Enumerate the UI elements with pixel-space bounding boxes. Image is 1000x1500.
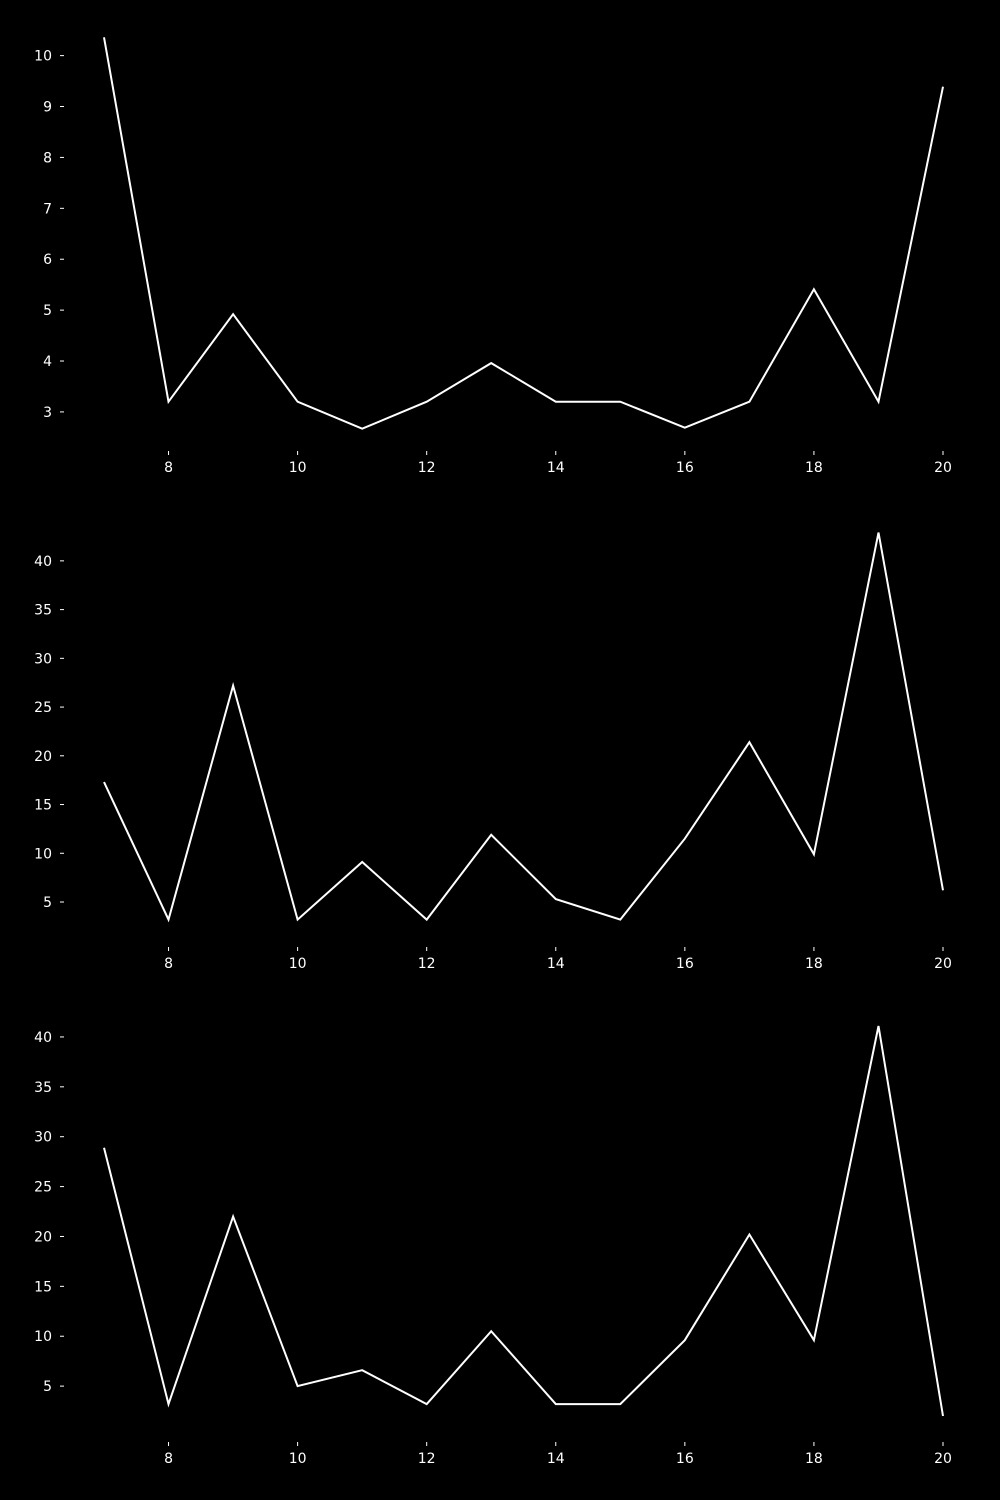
- x-axis: 8 10 12 14 16 18 20: [164, 1442, 952, 1467]
- y-tick-label: 10: [34, 49, 52, 65]
- y-tick-label: 4: [43, 354, 52, 370]
- y-tick-label: 40: [34, 1030, 52, 1046]
- y-tick-label: 15: [34, 1279, 52, 1295]
- x-tick-label: 14: [547, 460, 565, 476]
- y-tick-label: 20: [34, 1229, 52, 1245]
- x-tick-label: 8: [164, 956, 173, 972]
- x-tick-label: 8: [164, 1451, 173, 1467]
- y-tick-label: 20: [34, 749, 52, 765]
- y-tick-label: 6: [43, 252, 52, 268]
- subplot-2: 5 10 15 20 25 30 35 40 8 10 12 14 16 18 20: [34, 532, 952, 972]
- y-tick-label: 35: [34, 1080, 52, 1096]
- y-axis: 3 4 5 6 7 8 9 10: [34, 49, 64, 421]
- x-tick-label: 20: [934, 460, 952, 476]
- series-line: [103, 532, 944, 923]
- x-tick-label: 16: [676, 956, 694, 972]
- x-tick-label: 12: [418, 956, 436, 972]
- x-tick-label: 12: [418, 460, 436, 476]
- y-tick-label: 5: [43, 895, 52, 911]
- y-tick-label: 5: [43, 1379, 52, 1395]
- y-tick-label: 10: [34, 846, 52, 862]
- x-tick-label: 20: [934, 956, 952, 972]
- x-tick-label: 16: [676, 460, 694, 476]
- x-tick-label: 18: [805, 956, 823, 972]
- y-tick-label: 30: [34, 651, 52, 667]
- y-tick-label: 10: [34, 1329, 52, 1345]
- series-line: [103, 37, 944, 430]
- y-tick-label: 35: [34, 603, 52, 619]
- subplot-1: 3 4 5 6 7 8 9 10 8 10 12 14 16 18 20: [34, 37, 952, 476]
- x-tick-label: 12: [418, 1451, 436, 1467]
- x-tick-label: 16: [676, 1451, 694, 1467]
- subplot-3: 5 10 15 20 25 30 35 40 8 10 12 14 16 18 20: [34, 1025, 952, 1467]
- x-tick-label: 10: [289, 460, 307, 476]
- y-tick-label: 25: [34, 1180, 52, 1196]
- x-tick-label: 10: [289, 956, 307, 972]
- x-axis: 8 10 12 14 16 18 20: [164, 451, 952, 476]
- y-tick-label: 30: [34, 1130, 52, 1146]
- x-tick-label: 10: [289, 1451, 307, 1467]
- y-axis: 5 10 15 20 25 30 35 40: [34, 554, 64, 911]
- x-tick-label: 14: [547, 1451, 565, 1467]
- series-line: [103, 1025, 944, 1417]
- y-tick-label: 40: [34, 554, 52, 570]
- y-tick-label: 5: [43, 303, 52, 319]
- y-tick-label: 25: [34, 700, 52, 716]
- y-tick-label: 9: [43, 100, 52, 116]
- x-tick-label: 20: [934, 1451, 952, 1467]
- x-tick-label: 18: [805, 460, 823, 476]
- y-tick-label: 15: [34, 798, 52, 814]
- x-tick-label: 18: [805, 1451, 823, 1467]
- y-axis: 5 10 15 20 25 30 35 40: [34, 1030, 64, 1395]
- y-tick-label: 8: [43, 150, 52, 166]
- x-tick-label: 8: [164, 460, 173, 476]
- y-tick-label: 7: [43, 201, 52, 217]
- subplots: 3 4 5 6 7 8 9 10 8 10 12 14 16 18 20 5 10 15 20 25 30 35 40 8 10…: [34, 37, 952, 1467]
- x-tick-label: 14: [547, 956, 565, 972]
- x-axis: 8 10 12 14 16 18 20: [164, 947, 952, 972]
- y-tick-label: 3: [43, 405, 52, 421]
